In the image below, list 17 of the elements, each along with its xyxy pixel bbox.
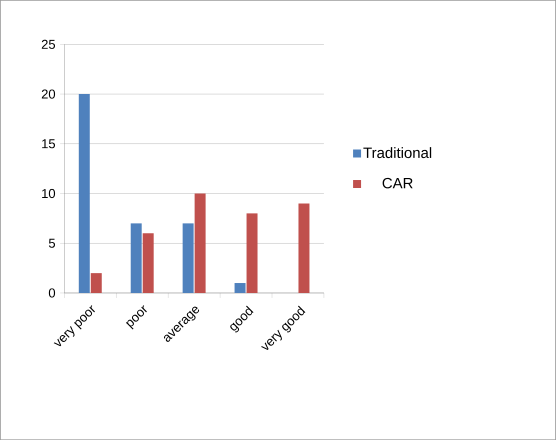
bar	[78, 94, 90, 293]
bar	[142, 233, 154, 293]
bar	[194, 193, 206, 293]
y-tick-label: 5	[48, 238, 56, 248]
y-tick-label: 0	[48, 288, 56, 298]
bar	[298, 203, 310, 293]
bar	[182, 223, 194, 293]
legend-label: CAR	[382, 178, 413, 188]
y-tick-label: 10	[42, 188, 56, 198]
y-tick-label: 25	[42, 40, 56, 49]
bar	[90, 273, 102, 293]
bar	[246, 213, 258, 293]
legend-label: Traditional	[363, 147, 432, 158]
y-tick-label: 20	[42, 89, 56, 99]
y-tick-label: 15	[42, 139, 56, 148]
bar	[130, 223, 142, 293]
bar	[234, 282, 246, 293]
